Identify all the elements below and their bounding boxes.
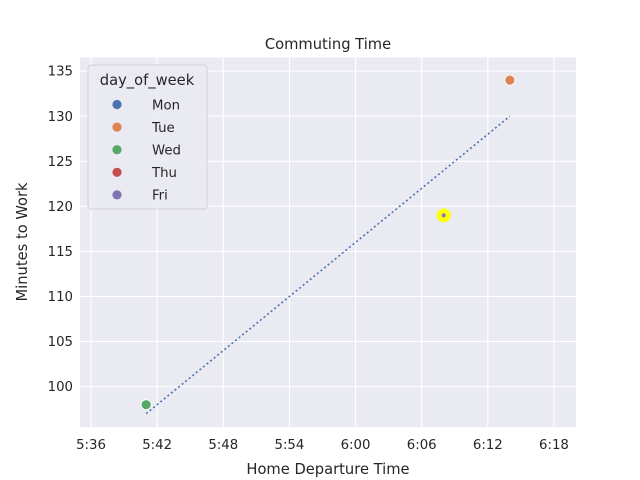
legend-label-tue: Tue bbox=[151, 121, 175, 136]
grid-lines bbox=[80, 57, 576, 428]
y-tick-label: 125 bbox=[48, 155, 73, 170]
x-tick-label: 6:00 bbox=[341, 438, 371, 453]
x-tick-label: 5:42 bbox=[142, 438, 172, 453]
y-axis-ticks: 100 105 110 115 120 125 130 135 bbox=[48, 65, 73, 396]
trend-line-group bbox=[145, 115, 511, 415]
y-tick-label: 115 bbox=[48, 245, 73, 260]
y-tick-label: 100 bbox=[48, 380, 73, 395]
y-axis-label: Minutes to Work bbox=[14, 182, 31, 302]
x-tick-label: 6:18 bbox=[539, 438, 569, 453]
chart-title: Commuting Time bbox=[265, 36, 391, 53]
x-tick-label: 5:48 bbox=[208, 438, 238, 453]
legend-entries: Mon Tue Wed Thu Fri bbox=[112, 98, 181, 204]
x-axis-ticks: 5:36 5:42 5:48 5:54 6:00 6:06 6:12 6:18 bbox=[76, 438, 569, 453]
data-point-tue bbox=[504, 74, 516, 86]
legend-label-fri: Fri bbox=[152, 189, 168, 204]
legend-marker-thu bbox=[112, 167, 122, 177]
x-tick-label: 6:12 bbox=[473, 438, 503, 453]
legend-label-mon: Mon bbox=[152, 98, 180, 113]
x-tick-label: 6:06 bbox=[407, 438, 437, 453]
legend-marker-fri bbox=[112, 190, 122, 200]
legend-marker-mon bbox=[112, 99, 122, 110]
legend-title: day_of_week bbox=[100, 72, 195, 89]
y-tick-label: 135 bbox=[48, 65, 73, 80]
y-tick-label: 110 bbox=[48, 290, 73, 305]
legend-label-wed: Wed bbox=[152, 144, 181, 159]
legend: day_of_week Mon Tue Wed Thu Fri bbox=[87, 64, 208, 210]
y-tick-label: 120 bbox=[48, 200, 73, 215]
legend-marker-wed bbox=[112, 145, 122, 155]
y-tick-label: 105 bbox=[48, 335, 73, 350]
trend-line bbox=[145, 115, 511, 415]
data-point-fri bbox=[441, 213, 446, 218]
y-tick-label: 130 bbox=[48, 110, 73, 125]
x-tick-label: 5:54 bbox=[274, 438, 304, 453]
x-axis-label: Home Departure Time bbox=[246, 461, 409, 478]
data-points bbox=[140, 74, 516, 411]
data-point-wed bbox=[140, 399, 152, 411]
legend-label-thu: Thu bbox=[151, 166, 177, 181]
x-tick-label: 5:36 bbox=[76, 438, 106, 453]
legend-marker-tue bbox=[112, 122, 122, 132]
